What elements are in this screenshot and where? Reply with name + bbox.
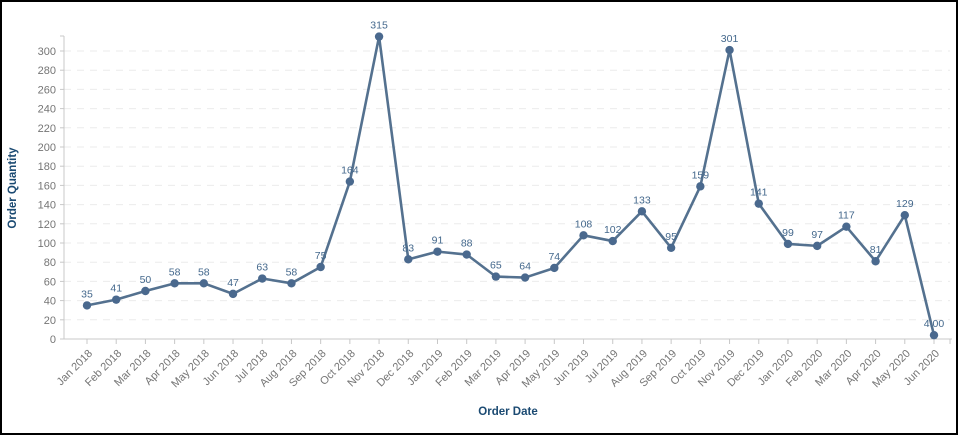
point-label: 64 [519,261,531,273]
point-label: 159 [692,169,710,181]
y-tick-label: 140 [38,200,56,212]
point-label: 58 [198,266,210,278]
point-label: 141 [750,187,768,199]
point-label: 74 [548,251,560,263]
point-label: 50 [140,274,152,286]
x-axis-title: Order Date [478,406,537,418]
point-label: 4.00 [924,318,945,330]
y-tick-label: 60 [44,276,56,288]
y-tick-label: 120 [38,219,56,231]
point-label: 117 [838,210,855,222]
point-label: 301 [721,33,739,45]
point-label: 75 [315,250,327,262]
point-label-layer: 35 41 50 58 58 47 63 58 75 164 315 83 91 88 65 64 74 108 1… [81,20,944,331]
data-point[interactable] [112,295,121,304]
point-label: 108 [575,218,593,230]
data-point[interactable] [608,236,617,246]
point-label: 315 [370,20,388,32]
data-point[interactable] [170,279,179,288]
data-point[interactable] [258,274,267,283]
point-label: 164 [341,165,359,177]
point-label: 95 [665,231,677,243]
y-tick-label: 100 [38,238,56,250]
y-tick-label: 180 [38,161,56,173]
data-point[interactable] [637,207,647,216]
series-layer [85,35,936,337]
y-tick-label: 20 [44,315,56,327]
data-point[interactable] [228,289,238,299]
point-label: 99 [782,227,794,239]
data-point[interactable] [404,255,413,264]
point-label: 63 [256,262,268,274]
y-tick-label: 80 [44,257,56,269]
point-label: 102 [604,224,622,236]
grid-layer [64,50,950,321]
data-point[interactable] [783,239,793,249]
y-axis-title: Order Quantity [7,147,19,229]
data-point[interactable] [374,32,384,41]
y-tick-label: 160 [38,180,56,192]
data-point[interactable] [199,279,209,288]
data-point[interactable] [345,177,355,186]
point-label: 81 [870,244,882,256]
y-tick-label: 200 [38,142,56,154]
data-point[interactable] [316,262,325,272]
point-label: 133 [633,194,651,206]
point-label: 97 [811,229,823,241]
data-point[interactable] [550,263,559,273]
y-tick-label: 0 [50,334,56,346]
data-point[interactable] [520,273,530,282]
data-point[interactable] [842,222,851,231]
data-point[interactable] [871,257,880,266]
point-label: 58 [169,266,181,278]
data-point[interactable] [725,45,734,55]
point-label: 35 [81,288,93,300]
data-point[interactable] [929,330,939,340]
y-tick-label: 260 [38,84,56,96]
point-label: 91 [432,235,444,247]
point-label: 47 [227,277,239,289]
y-tick-label: 280 [38,65,56,77]
data-point[interactable] [696,182,705,191]
point-label: 129 [896,198,914,210]
y-tick-label: 300 [38,46,56,58]
data-point[interactable] [82,301,92,310]
data-point[interactable] [491,272,501,281]
data-point[interactable] [287,279,296,288]
data-point[interactable] [433,247,442,256]
y-tick-label: 220 [38,123,56,135]
data-point[interactable] [141,286,150,296]
point-label: 83 [402,242,414,254]
series-line [85,35,936,337]
point-label: 88 [461,238,473,250]
point-layer [82,32,939,340]
point-label: 41 [110,283,122,295]
point-label: 65 [490,260,502,272]
point-label: 58 [286,266,298,278]
data-point[interactable] [812,241,822,251]
y-tick-label: 240 [38,104,56,116]
data-point[interactable] [462,250,471,259]
data-point[interactable] [579,231,588,240]
data-point[interactable] [900,210,909,220]
y-tick-label: 40 [44,296,56,308]
data-point[interactable] [754,199,763,208]
data-point[interactable] [666,243,676,252]
